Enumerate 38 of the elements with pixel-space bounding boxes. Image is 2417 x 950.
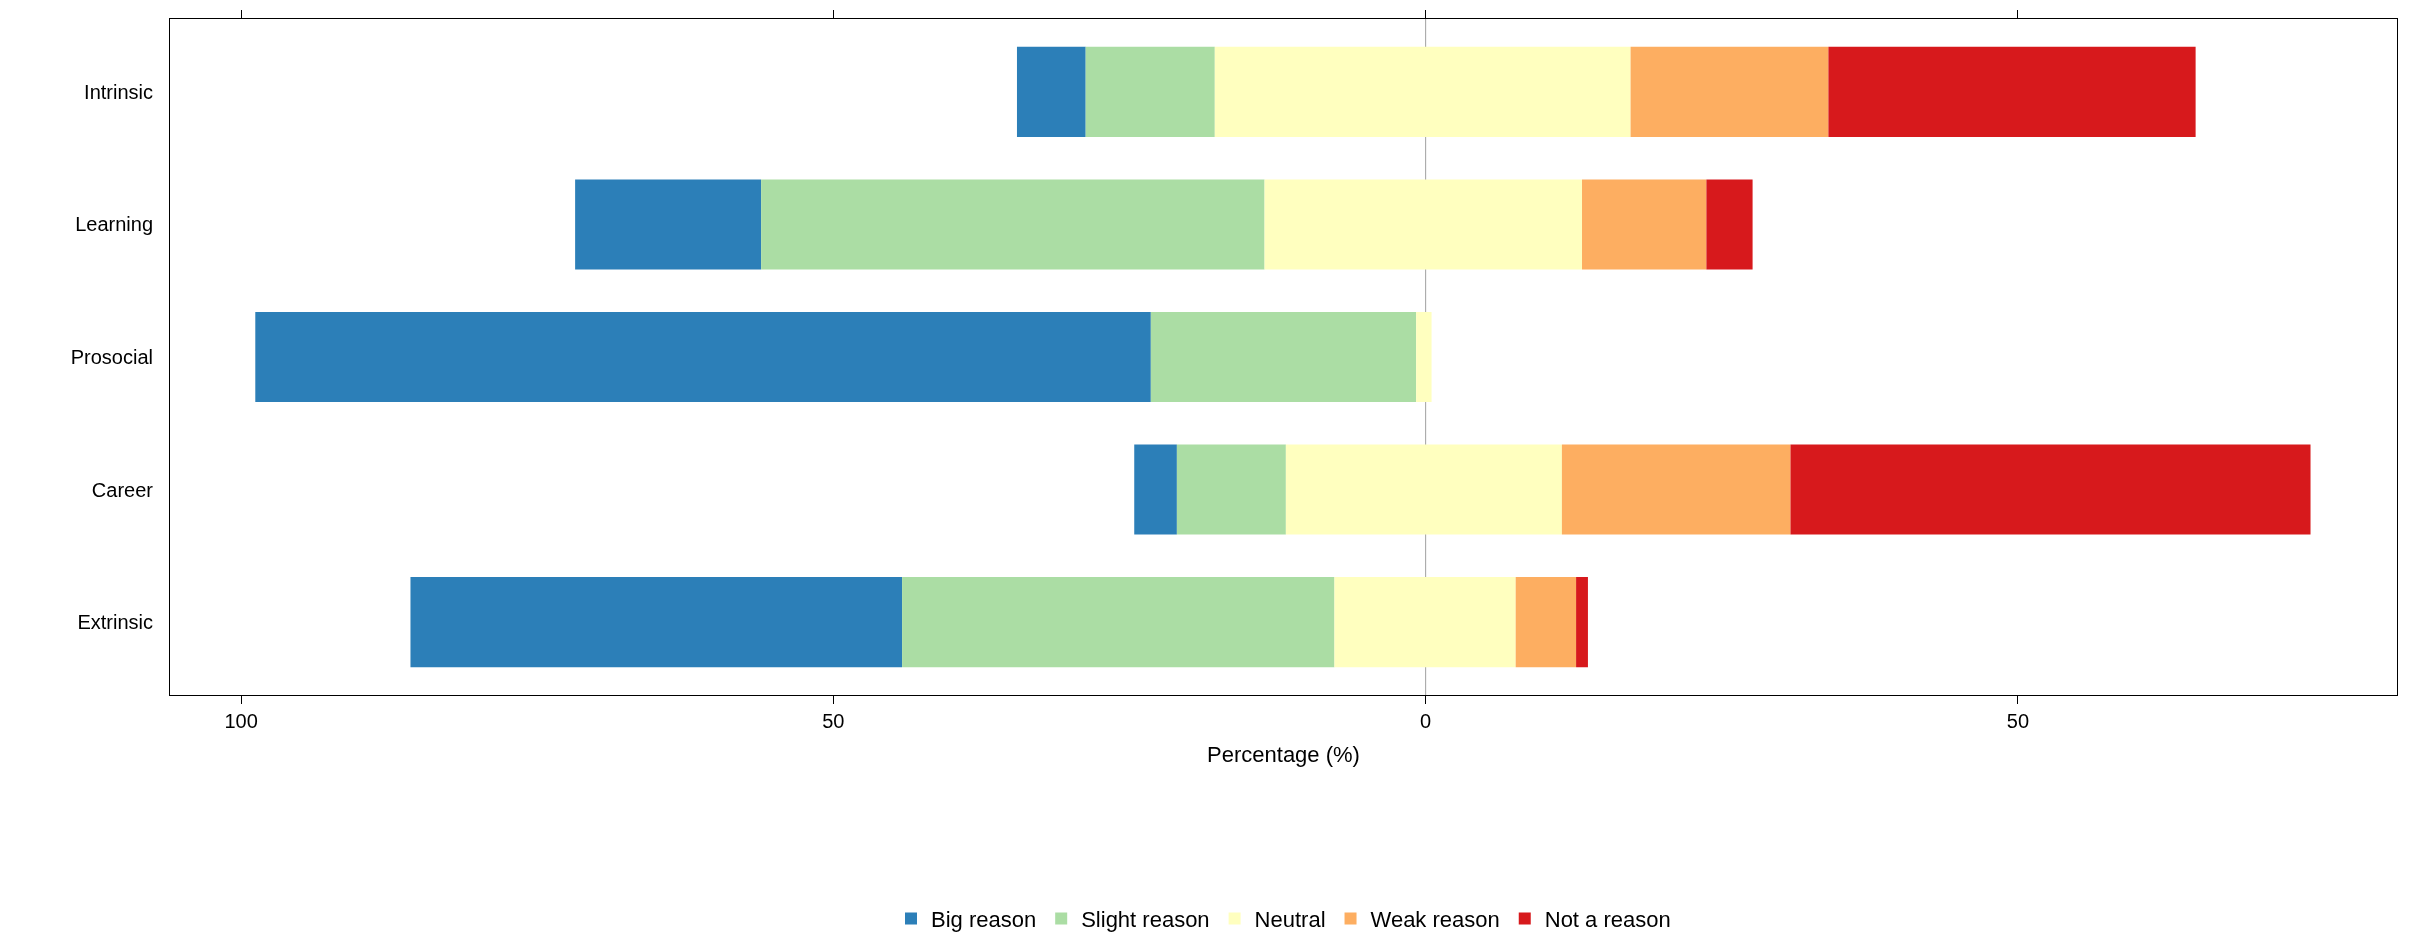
bar	[1582, 179, 1707, 270]
y-tick-label: Prosocial	[70, 346, 153, 368]
bar	[1085, 46, 1215, 137]
bar	[1416, 311, 1432, 403]
x-tick-label: 50	[2006, 710, 2030, 732]
bar	[1264, 179, 1583, 270]
bar	[1150, 311, 1417, 403]
legend-label: Neutral	[1254, 907, 1326, 933]
legend-label: Not a reason	[1544, 907, 1671, 933]
bar	[1134, 444, 1177, 535]
bar	[761, 179, 1265, 270]
bar	[1515, 577, 1577, 668]
legend-label: Slight reason	[1081, 907, 1210, 933]
y-tick-label: Intrinsic	[84, 80, 153, 103]
bar	[902, 577, 1335, 668]
bar	[1214, 46, 1631, 137]
x-tick-label: 100	[224, 710, 258, 732]
bar	[1285, 444, 1562, 535]
bar	[255, 311, 1151, 403]
legend-label: Big reason	[931, 907, 1037, 933]
y-tick-label: Extrinsic	[77, 611, 153, 634]
y-tick-label: Learning	[75, 213, 153, 236]
x-axis-title: Percentage (%)	[1207, 741, 1360, 767]
x-tick-label: 0	[1420, 710, 1432, 732]
bar	[1576, 577, 1588, 668]
bar	[1016, 46, 1086, 137]
y-tick-label: Career	[91, 478, 154, 501]
bar	[1630, 46, 1829, 137]
bar	[1706, 179, 1753, 270]
bar	[1828, 46, 2196, 137]
legend-label: Weak reason	[1370, 907, 1500, 933]
x-tick-label: 50	[822, 710, 845, 732]
bar	[1176, 444, 1286, 535]
bar	[1561, 444, 1791, 535]
bar	[575, 179, 762, 270]
bar	[1334, 577, 1516, 668]
bar	[410, 577, 903, 668]
bar	[1790, 444, 2311, 535]
